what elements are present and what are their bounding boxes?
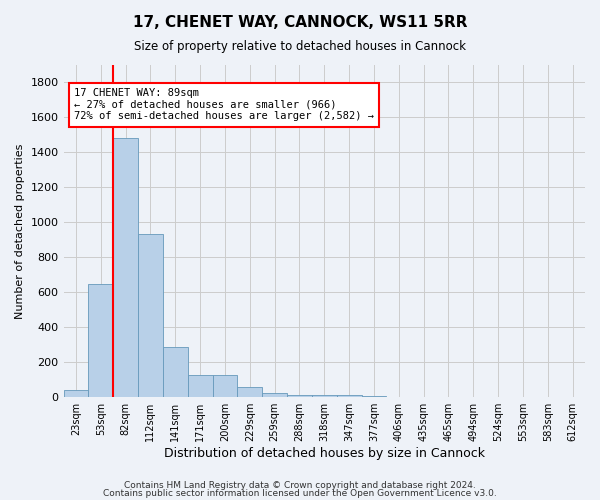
Bar [163, 346, 188, 397]
Bar [138, 234, 163, 397]
Bar [287, 394, 312, 397]
Y-axis label: Number of detached properties: Number of detached properties [15, 144, 25, 319]
Bar [113, 138, 138, 397]
Text: 17 CHENET WAY: 89sqm
← 27% of detached houses are smaller (966)
72% of semi-deta: 17 CHENET WAY: 89sqm ← 27% of detached h… [74, 88, 374, 122]
Bar [262, 394, 287, 397]
Text: Contains public sector information licensed under the Open Government Licence v3: Contains public sector information licen… [103, 489, 497, 498]
Bar [337, 396, 362, 397]
Bar [88, 284, 113, 397]
Text: 17, CHENET WAY, CANNOCK, WS11 5RR: 17, CHENET WAY, CANNOCK, WS11 5RR [133, 15, 467, 30]
Text: Contains HM Land Registry data © Crown copyright and database right 2024.: Contains HM Land Registry data © Crown c… [124, 480, 476, 490]
Bar [64, 390, 88, 397]
Bar [312, 394, 337, 397]
Bar [188, 376, 212, 397]
Bar [238, 386, 262, 397]
X-axis label: Distribution of detached houses by size in Cannock: Distribution of detached houses by size … [164, 447, 485, 460]
Bar [362, 396, 386, 397]
Text: Size of property relative to detached houses in Cannock: Size of property relative to detached ho… [134, 40, 466, 53]
Bar [212, 376, 238, 397]
